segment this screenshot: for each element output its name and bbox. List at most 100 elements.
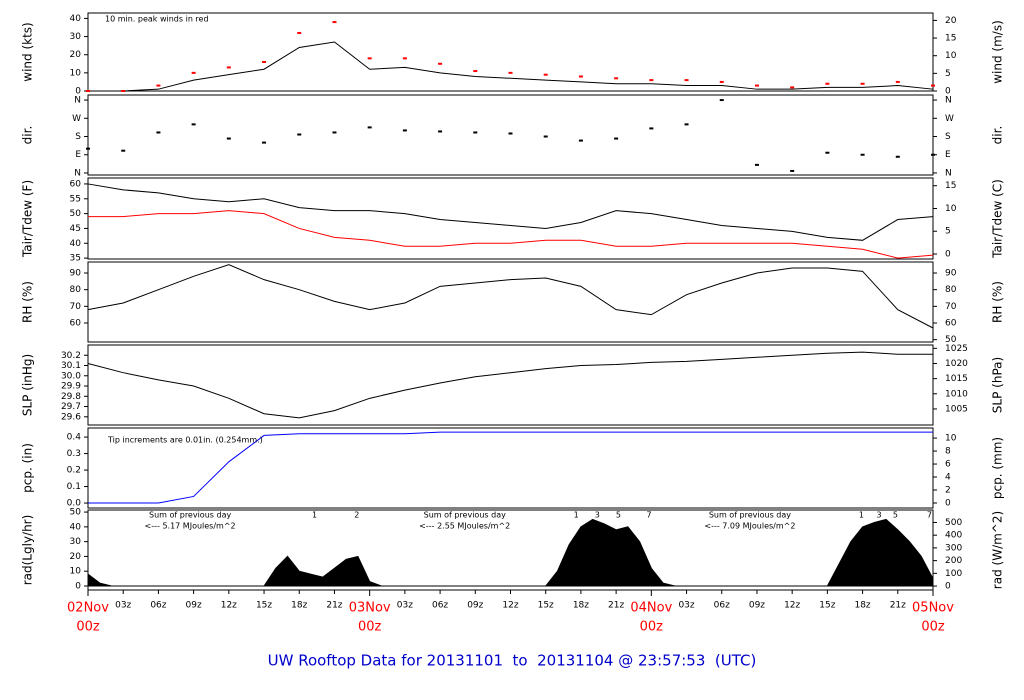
annotation: Tip increments are 0.01in. (0.254mm.) (107, 436, 263, 445)
y2-tick-label: N (945, 168, 952, 178)
y2-axis-label: Tair/Tdew (C) (991, 179, 1005, 259)
point (121, 90, 126, 92)
y-tick-label: 60 (70, 319, 82, 329)
y2-tick-label: 0 (945, 582, 951, 592)
line (88, 41, 934, 92)
y2-tick-label: 70 (945, 302, 957, 312)
plot-frame (87, 177, 934, 260)
y-axis-label: wind (kts) (21, 22, 35, 81)
plot-frame (87, 344, 934, 426)
y-tick-label: 20 (70, 50, 82, 60)
point (402, 57, 407, 60)
day-label: 03Nov (349, 601, 391, 616)
y2-axis-label: rad (W/m^2) (991, 511, 1005, 589)
y2-tick-label: 1010 (945, 389, 968, 399)
hour-mark: 1 (574, 511, 579, 520)
x-tick-label: 12z (784, 601, 800, 611)
day-sublabel: 00z (358, 620, 382, 635)
point (931, 153, 935, 156)
point (614, 137, 619, 140)
x-tick-label: 18z (854, 601, 870, 611)
y-tick-label: 29.9 (61, 382, 81, 392)
sum-label: Sum of previous day (424, 511, 506, 520)
y2-tick-label: 80 (945, 285, 957, 295)
sum-total: <--- 2.55 MJoules/m^2 (419, 522, 510, 531)
hour-mark: 3 (595, 511, 600, 520)
point (226, 66, 231, 69)
y-tick-label: 90 (70, 269, 82, 279)
annotation: 10 min. peak winds in red (105, 15, 209, 24)
y-tick-label: N (74, 168, 81, 178)
hour-mark: 1 (859, 511, 864, 520)
point (614, 77, 619, 80)
plot-frame (87, 427, 934, 509)
y-tick-label: N (74, 96, 81, 106)
point (473, 131, 478, 134)
y-tick-label: 45 (70, 224, 81, 234)
point (543, 135, 548, 138)
sum-total: <--- 7.09 MJoules/m^2 (704, 522, 795, 531)
y-tick-label: 0.1 (67, 482, 81, 492)
y2-tick-label: 0 (945, 499, 951, 509)
y-tick-label: 30 (70, 537, 82, 547)
point (508, 132, 513, 135)
sum-total: <--- 5.17 MJoules/m^2 (145, 522, 236, 531)
y-tick-label: 20 (70, 552, 82, 562)
y2-tick-label: 60 (945, 319, 957, 329)
point (332, 131, 337, 134)
y-tick-label: 40 (70, 14, 82, 24)
point (156, 131, 161, 134)
point (719, 80, 724, 83)
y-tick-label: E (75, 150, 81, 160)
x-tick-label: 03z (678, 601, 694, 611)
point (226, 137, 231, 140)
point (262, 141, 267, 144)
y2-tick-label: W (945, 114, 954, 124)
y2-tick-label: 1005 (945, 404, 968, 414)
day-label: 04Nov (630, 601, 672, 616)
point (508, 71, 513, 74)
y2-axis-label: RH (%) (991, 281, 1005, 323)
y2-tick-label: 15 (945, 34, 956, 44)
y-tick-label: 60 (70, 179, 82, 189)
y-tick-label: 50 (70, 209, 82, 219)
y-tick-label: 0.0 (67, 499, 82, 509)
point (649, 79, 654, 82)
y2-axis-label: wind (m/s) (991, 20, 1005, 84)
day-sublabel: 00z (921, 620, 945, 635)
y-tick-label: 0.2 (67, 466, 81, 476)
plot-frame (87, 261, 934, 343)
point (543, 73, 548, 76)
point (402, 129, 407, 132)
hour-mark: 2 (354, 511, 359, 520)
hour-mark: 3 (876, 511, 881, 520)
x-tick-label: 18z (291, 601, 307, 611)
point (860, 153, 865, 156)
hour-mark: 7 (927, 511, 932, 520)
hour-mark: 5 (616, 511, 621, 520)
y-tick-label: 30.2 (61, 351, 81, 361)
x-tick-label: 09z (467, 601, 483, 611)
x-tick-label: 06z (714, 601, 730, 611)
x-tick-label: 06z (150, 601, 166, 611)
day-label: 02Nov (67, 601, 109, 616)
day-sublabel: 00z (640, 620, 664, 635)
y-tick-label: 30.1 (61, 361, 81, 371)
y2-tick-label: 4 (945, 473, 951, 483)
y-tick-label: 0 (75, 87, 81, 97)
y-tick-label: 0.4 (67, 433, 82, 443)
plot-frame (87, 94, 934, 176)
y2-axis-label: dir. (991, 126, 1005, 145)
point (262, 60, 267, 63)
hour-mark: 7 (646, 511, 651, 520)
point (297, 31, 302, 34)
y2-tick-label: 8 (945, 447, 951, 457)
point (825, 82, 830, 85)
y2-tick-label: 1020 (945, 359, 968, 369)
y2-tick-label: 90 (945, 269, 957, 279)
y-tick-label: 29.6 (61, 412, 81, 422)
y-tick-label: 35 (70, 254, 81, 264)
x-tick-label: 21z (890, 601, 906, 611)
x-tick-label: 12z (221, 601, 237, 611)
y-tick-label: 29.8 (61, 392, 81, 402)
